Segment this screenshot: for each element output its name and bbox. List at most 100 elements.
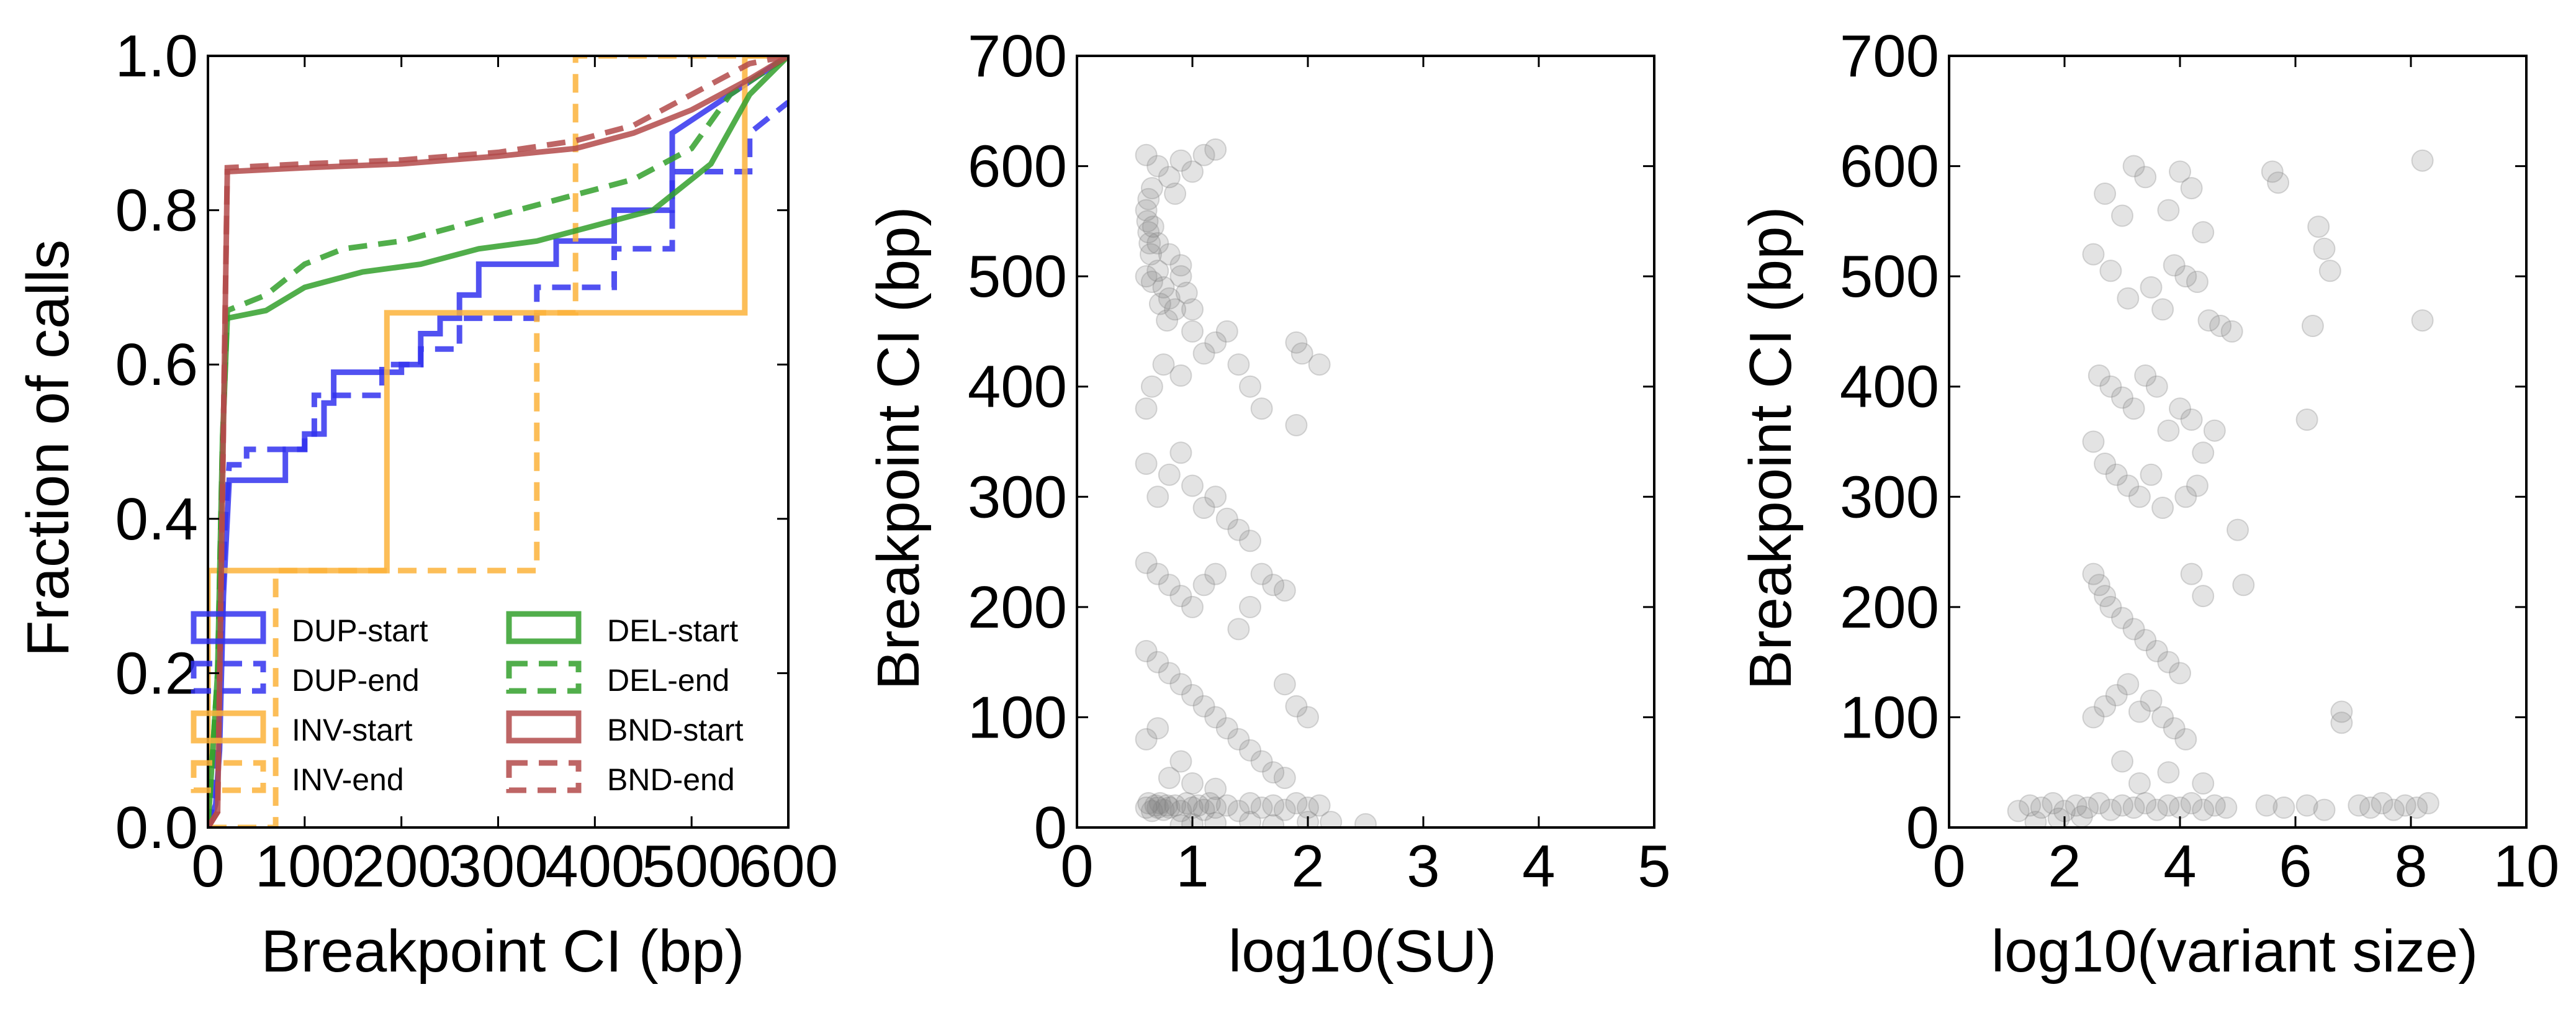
scatter-point [1273,673,1296,696]
scatter-point [1227,728,1250,751]
scatter-point [1204,331,1227,354]
scatter-point [1152,798,1175,821]
scatter-point [2330,711,2353,734]
scatter-point [1285,791,1308,814]
scatter-point [1144,794,1167,817]
scatter-point [1204,796,1227,819]
scatter-point [1169,800,1192,823]
scatter-point [1181,160,1204,183]
legend-label: DUP-start [292,613,428,648]
scatter-point [2140,276,2163,299]
scatter-point [2163,717,2186,740]
scatter-point [2180,562,2203,585]
scatter-point [2151,298,2174,321]
x-tick-label: 8 [2394,833,2427,900]
y-tick-label: 100 [1840,684,1939,751]
scatter-point [2111,386,2133,409]
scatter-point [1239,375,1261,398]
scatter-point [2313,237,2336,260]
x-tick-label: 2 [1291,833,1324,900]
scatter-point [1285,695,1308,718]
scatter-point [1164,183,1187,205]
marks [208,56,788,827]
marks [2007,149,2439,827]
scatter-point [2186,474,2209,497]
scatter-point [1169,750,1192,773]
scatter-point [1239,811,1261,827]
x-tick-label: 10 [2493,833,2560,900]
scatter-point [2359,796,2382,819]
scatter-point [1273,579,1296,602]
scatter-point [1135,143,1158,166]
scatter-point [2169,160,2191,183]
plot-area: 0 1 2 3 4 5 0 100 200 300 400 500 600 700 [968,23,1671,900]
scatter-point [1158,662,1181,685]
scatter-point [2192,441,2215,464]
scatter-point [2180,408,2203,431]
scatter-point [1273,767,1296,790]
scatter-point [1215,794,1238,817]
x-tick-label: 100 [255,833,354,900]
y-tick-label: 600 [1840,133,1939,200]
scatter-point [2192,221,2215,244]
scatter-point [1227,353,1250,376]
scatter-point [1140,177,1163,200]
scatter-point [2203,794,2226,817]
scatter-point [2394,794,2416,817]
y-tick-label: 200 [1840,574,1939,641]
scatter-point [1140,271,1163,293]
scatter-point [2267,171,2290,194]
scatter-point [1239,791,1261,814]
scatter-point [2255,794,2278,817]
x-tick-label: 6 [2279,833,2312,900]
scatter-point [1192,143,1215,166]
scatter-point [1135,199,1158,222]
scatter-point [2065,794,2087,817]
scatter-point [2157,761,2180,784]
scatter-point [2261,160,2284,183]
axes-frame [1948,55,2528,829]
y-tick-label: 400 [968,354,1067,420]
scatter-point [2047,807,2070,827]
scatter-point [1148,791,1171,814]
scatter-point [1135,453,1158,475]
axes-frame [1076,55,1655,829]
scatter-point [1140,800,1163,823]
scatter-point [2307,215,2330,238]
scatter-point [1158,767,1181,790]
scatter-point [2180,177,2203,200]
y-tick-label: 700 [1840,23,1939,89]
scatter-point [2318,259,2341,282]
scatter-point [2094,695,2117,718]
scatter-point [1250,397,1273,420]
p2-ylabel: Breakpoint CI (bp) [865,206,932,690]
legend-swatch [191,661,266,694]
x-tick-label: 3 [1407,833,1439,900]
scatter-point [1181,474,1204,497]
scatter-point [2232,574,2255,597]
scatter-point [1354,813,1377,827]
scatter-point [1152,353,1175,376]
x-tick-label: 500 [642,833,741,900]
scatter-point [2192,798,2215,821]
scatter-point [2157,199,2180,222]
scatter-point [1192,798,1215,821]
y-tick-label: 0 [1906,795,1939,861]
scatter-point [1138,232,1161,255]
scatter-point [2157,794,2180,817]
scatter-point [1227,800,1250,823]
legend-label: BND-end [607,762,735,797]
scatter-point [2301,315,2324,337]
y-tick-label: 0 [1034,795,1067,861]
scatter-point [1135,796,1158,819]
scatter-point [2134,791,2157,814]
scatter-point [1181,772,1204,795]
scatter-point [1146,259,1169,282]
scatter-point [2145,375,2168,398]
scatter-point [1262,761,1285,784]
y-tick-label: 300 [1840,464,1939,530]
scatter-point [1146,717,1169,740]
legend-swatch [506,760,582,793]
